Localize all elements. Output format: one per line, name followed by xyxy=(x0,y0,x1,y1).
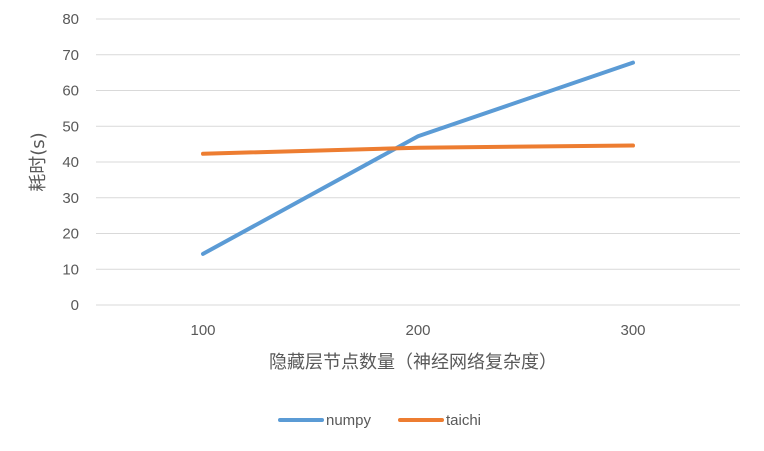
y-tick-label: 50 xyxy=(62,118,79,135)
gridlines xyxy=(96,18,740,306)
y-tick-label: 0 xyxy=(71,297,79,314)
x-tick-label: 200 xyxy=(405,322,430,339)
y-tick-label: 40 xyxy=(62,154,79,171)
y-axis-title: 耗时(s) xyxy=(28,132,49,191)
y-tick-label: 10 xyxy=(62,261,79,278)
legend-label: taichi xyxy=(446,412,481,429)
x-axis-title: 隐藏层节点数量（神经网络复杂度） xyxy=(269,352,557,373)
series-line-taichi xyxy=(201,143,635,156)
y-tick-label: 30 xyxy=(62,190,79,207)
series-lines xyxy=(201,60,635,256)
y-tick-label: 70 xyxy=(62,47,79,64)
legend-label: numpy xyxy=(326,412,372,429)
legend: numpy taichi xyxy=(278,412,481,429)
x-axis-ticks: 100 200 300 xyxy=(190,322,645,339)
x-tick-label: 100 xyxy=(190,322,215,339)
y-tick-label: 20 xyxy=(62,226,79,243)
y-tick-label: 60 xyxy=(62,83,79,100)
series-line-numpy xyxy=(201,60,635,256)
x-tick-label: 300 xyxy=(620,322,645,339)
y-tick-label: 80 xyxy=(62,11,79,28)
y-axis-ticks: 0 10 20 30 40 50 60 70 80 xyxy=(62,11,79,314)
